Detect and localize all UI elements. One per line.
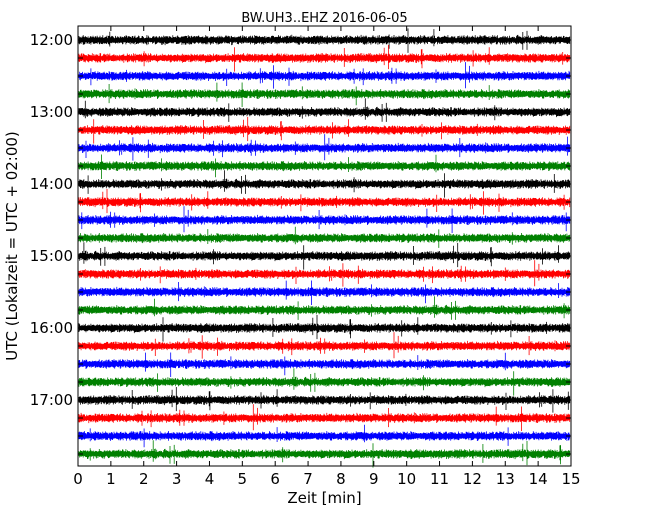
trace-1430 [78, 206, 571, 233]
x-axis: 0 1 2 3 4 5 6 7 8 9 10 11 12 13 14 15 [73, 26, 581, 488]
x-tick-label: 3 [172, 470, 182, 488]
x-tick-label: 5 [238, 470, 248, 488]
plot-frame [77, 25, 572, 467]
y-tick-label: 12:00 [30, 31, 73, 49]
y-tick-label: 15:00 [30, 247, 73, 265]
x-tick-label: 8 [336, 470, 346, 488]
y-tick-label: 13:00 [30, 103, 73, 121]
y-tick-label: 17:00 [30, 391, 73, 409]
trace-1445 [78, 226, 571, 248]
x-tick-label: 1 [106, 470, 116, 488]
y-tick-label: 14:00 [30, 175, 73, 193]
y-axis: 12:00 13:00 14:00 15:00 16:00 17:00 [30, 31, 571, 455]
trace-1415 [78, 189, 571, 215]
y-tick-label: 16:00 [30, 319, 73, 337]
x-tick-label: 0 [73, 470, 83, 488]
x-tick-label: 6 [270, 470, 280, 488]
x-tick-label: 4 [205, 470, 215, 488]
x-tick-label: 15 [561, 470, 580, 488]
chart-title: BW.UH3..EHZ 2016-06-05 [241, 11, 407, 26]
x-tick-label: 14 [529, 470, 548, 488]
trace-1645 [78, 368, 571, 396]
x-axis-label: Zeit [min] [287, 489, 361, 507]
x-tick-label: 2 [139, 470, 149, 488]
trace-group [78, 28, 571, 468]
x-tick-label: 13 [496, 470, 515, 488]
x-tick-label: 12 [463, 470, 482, 488]
trace-1545 [78, 296, 571, 320]
x-tick-label: 10 [397, 470, 416, 488]
x-tick-label: 7 [303, 470, 313, 488]
x-tick-label: 11 [430, 470, 449, 488]
y-axis-label: UTC (Lokalzeit = UTC + 02:00) [3, 131, 21, 361]
x-tick-label: 9 [369, 470, 379, 488]
trace-1300 [78, 98, 571, 122]
